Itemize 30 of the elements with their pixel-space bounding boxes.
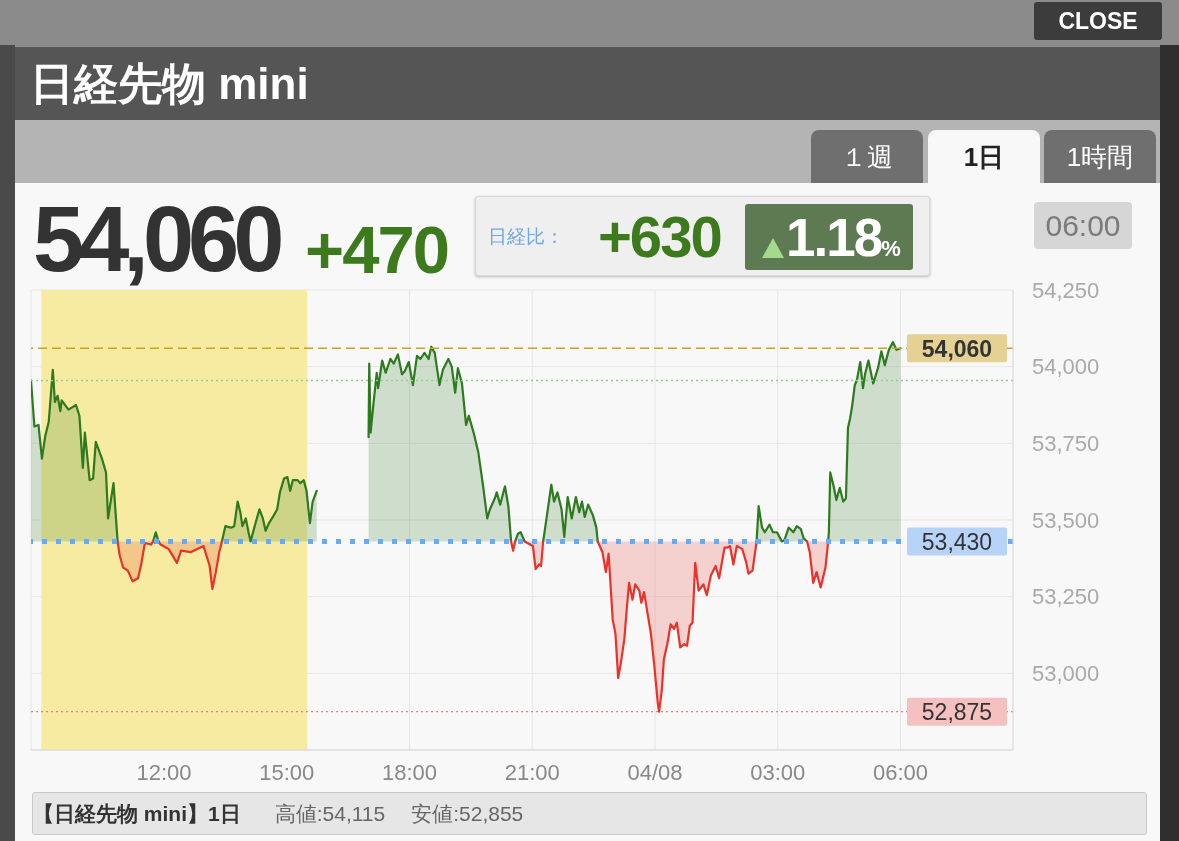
close-button: CLOSE bbox=[1034, 2, 1162, 40]
x-tick-label: 15:00 bbox=[259, 759, 315, 785]
x-tick-label: 18:00 bbox=[381, 759, 438, 785]
ref-line-label: 54,060 bbox=[921, 335, 993, 362]
y-tick-label: 53,000 bbox=[1032, 661, 1100, 687]
x-tick-label: 04/08 bbox=[627, 759, 683, 785]
text: +470 bbox=[305, 212, 448, 287]
y-tick-label: 54,250 bbox=[1032, 277, 1100, 303]
tab: １週 bbox=[811, 130, 923, 183]
chart-title: 日経先物 mini bbox=[30, 58, 309, 108]
tab: 1日 bbox=[928, 130, 1040, 183]
text: 日経比： bbox=[488, 225, 564, 247]
x-tick-label: 21:00 bbox=[504, 759, 560, 785]
y-tick-label: 53,250 bbox=[1032, 584, 1100, 610]
text: 高値:54,115 bbox=[274, 802, 386, 825]
text: +630 bbox=[598, 204, 721, 269]
ref-line-label: 52,875 bbox=[921, 698, 993, 725]
text: 1.18% bbox=[786, 208, 901, 267]
text: 54,060 bbox=[33, 188, 279, 290]
y-tick-label: 53,500 bbox=[1032, 507, 1100, 533]
y-tick-label: 53,750 bbox=[1032, 431, 1100, 457]
text: 【日経先物 mini】1日 bbox=[33, 802, 241, 825]
ref-line-label: 53,430 bbox=[921, 528, 993, 555]
x-tick-label: 06:00 bbox=[872, 759, 929, 785]
x-tick-label: 12:00 bbox=[136, 759, 192, 785]
text: 安値:52,855 bbox=[411, 802, 524, 825]
x-tick-label: 03:00 bbox=[750, 759, 806, 785]
tab: 1時間 bbox=[1044, 130, 1156, 183]
time-box: 06:00 bbox=[1034, 202, 1132, 249]
y-tick-label: 54,000 bbox=[1032, 354, 1100, 380]
